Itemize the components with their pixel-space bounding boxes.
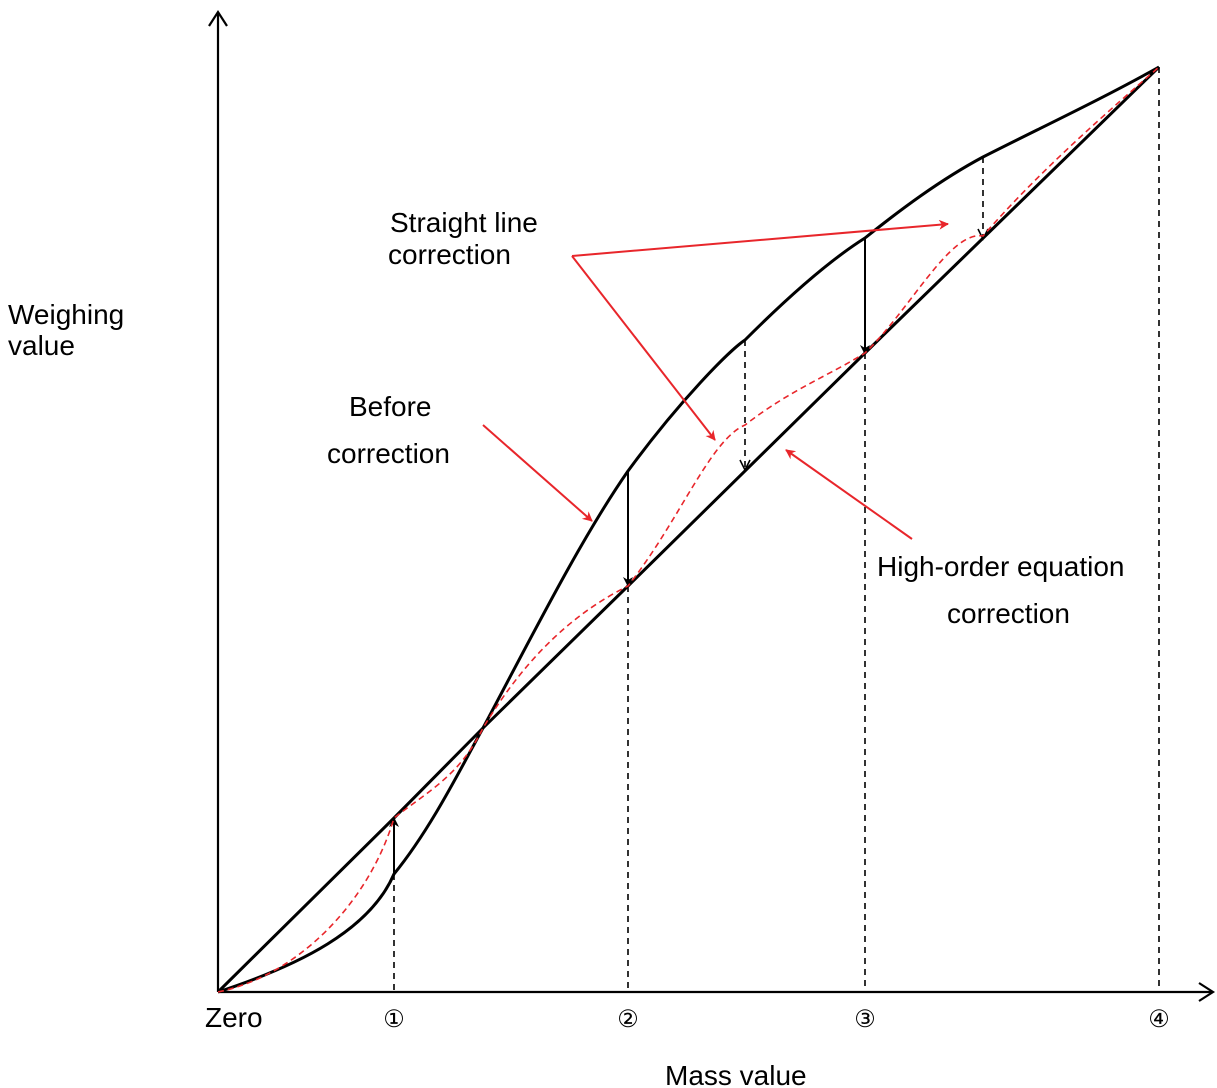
y-axis-label-line1: Weighing: [8, 299, 124, 330]
origin-label: Zero: [205, 1002, 263, 1033]
before-correction-curve: [217, 65, 1160, 994]
tick-label-1: ①: [383, 1005, 405, 1033]
correction-arrows: [389, 238, 870, 874]
straight-line: [216, 65, 1161, 994]
straight-line-label-1: Straight line: [390, 207, 538, 238]
y-axis-arrowhead: [208, 9, 228, 27]
x-axis-label: Mass value: [665, 1060, 807, 1088]
y-axis-label-line2: value: [8, 330, 75, 361]
high-order-corrected-curve: [217, 66, 1160, 993]
high-order-label-2: correction: [947, 598, 1070, 629]
before-correction-label-2: correction: [327, 438, 450, 469]
before-correction-arrow: [482, 424, 593, 522]
guide-lines: [393, 67, 1160, 992]
straight-line-arrow-b: [571, 255, 716, 441]
high-order-label-1: High-order equation: [877, 551, 1125, 582]
annotation-arrows: [482, 219, 949, 540]
tick-label-3: ③: [854, 1005, 876, 1033]
high-order-correction-arrow: [785, 449, 913, 540]
straight-line-label-2: correction: [388, 239, 511, 270]
tick-label-4: ④: [1148, 1005, 1170, 1033]
tick-label-2: ②: [617, 1005, 639, 1033]
before-correction-label-1: Before: [349, 391, 432, 422]
axes: [208, 9, 1216, 1002]
straight-line-arrow-a: [571, 219, 949, 257]
x-axis-arrowhead: [1198, 982, 1216, 1002]
